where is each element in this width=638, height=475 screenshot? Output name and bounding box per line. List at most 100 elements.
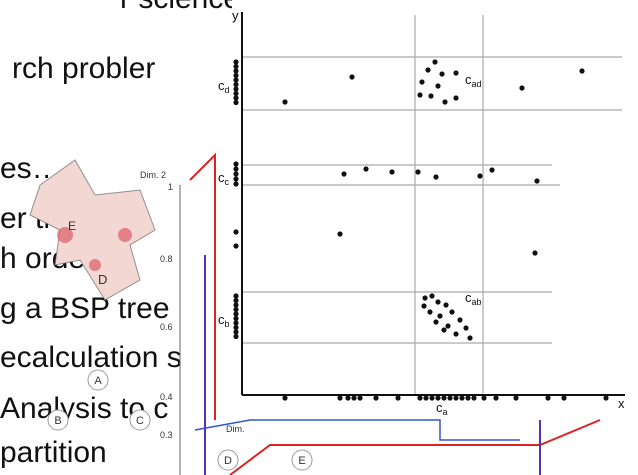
point [233, 329, 238, 334]
tick-label: 0.4 [160, 392, 173, 402]
slide-line: partition [0, 436, 107, 469]
tick-label: 0.3 [160, 430, 173, 440]
point [233, 176, 238, 181]
cluster-label: cc [218, 170, 230, 187]
point [233, 161, 238, 166]
page: r science land rch probler es… er that m… [0, 0, 638, 475]
slide-line: ecalculation s [0, 341, 182, 374]
point [439, 71, 444, 76]
region-label: D [98, 272, 107, 287]
point [415, 169, 420, 174]
point [579, 68, 584, 73]
point [465, 395, 470, 400]
corner-label: Dim. [226, 424, 245, 434]
point [534, 178, 539, 183]
point [435, 83, 440, 88]
point [441, 395, 446, 400]
point [428, 93, 433, 98]
point [357, 395, 362, 400]
point [351, 395, 356, 400]
node-label: B [54, 415, 61, 427]
point [373, 395, 378, 400]
point [233, 59, 238, 64]
point [519, 85, 524, 90]
point [233, 68, 238, 73]
node-label: D [224, 455, 232, 467]
point [282, 99, 287, 104]
point [445, 323, 450, 328]
point [493, 395, 498, 400]
point [233, 325, 238, 330]
point [233, 334, 238, 339]
cluster-label: cd [218, 78, 230, 95]
point [233, 100, 238, 105]
point [429, 293, 434, 298]
point [233, 316, 238, 321]
point [233, 86, 238, 91]
point [561, 395, 566, 400]
point [467, 335, 472, 340]
label-sub: b [225, 319, 230, 329]
point [429, 395, 434, 400]
tick-label: 1 [168, 182, 173, 192]
point [453, 331, 458, 336]
node-label: C [136, 415, 144, 427]
point [233, 311, 238, 316]
point [233, 181, 238, 186]
point [419, 79, 424, 84]
tick-label: 0.6 [160, 322, 173, 332]
screenshot: r science land rch probler es… er that m… [0, 0, 638, 475]
frame-line [190, 155, 215, 420]
point [233, 307, 238, 312]
node-label: A [94, 375, 102, 387]
point [443, 302, 448, 307]
point [233, 243, 238, 248]
point [513, 395, 518, 400]
slide-line: g a BSP tree [0, 292, 170, 325]
point [395, 395, 400, 400]
point [233, 171, 238, 176]
point [432, 59, 437, 64]
point [233, 320, 238, 325]
point [233, 95, 238, 100]
point [233, 298, 238, 303]
point [477, 173, 482, 178]
point [233, 229, 238, 234]
point [453, 395, 458, 400]
point [459, 395, 464, 400]
blob [118, 228, 132, 242]
point [471, 395, 476, 400]
point [233, 73, 238, 78]
point [422, 295, 427, 300]
label-sub: c [225, 177, 230, 187]
point [363, 166, 368, 171]
point [423, 395, 428, 400]
frame-line [230, 420, 600, 475]
label-sub: ab [472, 297, 482, 307]
point [349, 74, 354, 79]
axis-label: x [618, 396, 625, 411]
point [457, 317, 462, 322]
point [449, 309, 454, 314]
scatter-panel: y x cd cc cb ca cad cab [218, 0, 638, 418]
point [453, 70, 458, 75]
point [341, 171, 346, 176]
node-label: E [298, 455, 305, 467]
point [421, 303, 426, 308]
point [433, 174, 438, 179]
point [233, 166, 238, 171]
point [425, 67, 430, 72]
point [233, 91, 238, 96]
point [481, 395, 486, 400]
point [442, 99, 447, 104]
point [417, 395, 422, 400]
point [433, 319, 438, 324]
point [435, 299, 440, 304]
point [233, 64, 238, 69]
cluster-label: cb [218, 312, 230, 329]
point [603, 395, 608, 400]
point [545, 395, 550, 400]
label-sub: a [443, 407, 448, 417]
point [233, 77, 238, 82]
point [453, 95, 458, 100]
